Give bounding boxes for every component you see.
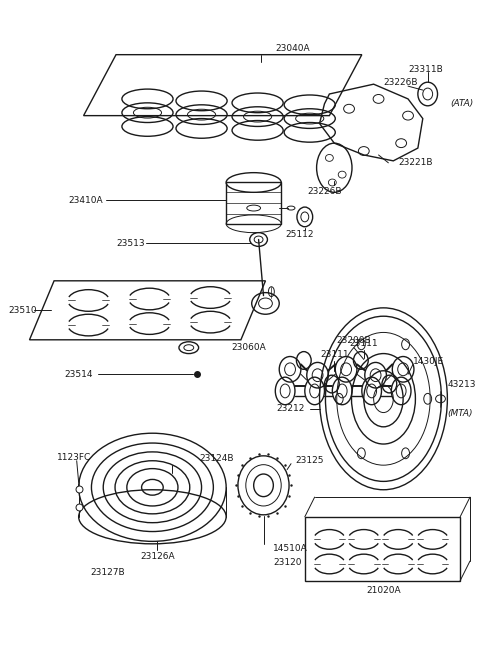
Text: (ATA): (ATA) bbox=[450, 99, 474, 108]
Text: 23311B: 23311B bbox=[408, 65, 443, 74]
Text: 23060A: 23060A bbox=[231, 343, 266, 352]
Text: 23125: 23125 bbox=[295, 456, 324, 465]
Text: 23221B: 23221B bbox=[398, 158, 432, 168]
Text: 23126A: 23126A bbox=[140, 552, 175, 561]
Text: 23212: 23212 bbox=[276, 404, 305, 413]
Text: 14510A: 14510A bbox=[273, 544, 308, 553]
Text: 1123FC: 1123FC bbox=[57, 453, 91, 463]
Text: 21020A: 21020A bbox=[366, 585, 401, 595]
Text: 23513: 23513 bbox=[116, 239, 144, 248]
Bar bbox=[226, 183, 281, 224]
Text: 23127B: 23127B bbox=[91, 568, 125, 577]
Text: 23510: 23510 bbox=[8, 306, 36, 315]
Text: 23200B: 23200B bbox=[336, 336, 371, 345]
Text: 43213: 43213 bbox=[447, 380, 476, 388]
Text: 23226B: 23226B bbox=[307, 187, 342, 196]
Text: (MTA): (MTA) bbox=[447, 409, 473, 418]
Text: 23514: 23514 bbox=[64, 370, 93, 378]
Text: 1430JE: 1430JE bbox=[413, 357, 444, 366]
Text: 23226B: 23226B bbox=[384, 78, 418, 87]
Text: 25112: 25112 bbox=[286, 230, 314, 238]
Text: 23120: 23120 bbox=[273, 558, 302, 567]
Text: 23124B: 23124B bbox=[199, 454, 234, 463]
Text: 23040A: 23040A bbox=[276, 44, 310, 53]
Text: 23111: 23111 bbox=[349, 338, 378, 348]
Text: 23410A: 23410A bbox=[69, 196, 104, 205]
Text: 23111: 23111 bbox=[320, 350, 348, 359]
